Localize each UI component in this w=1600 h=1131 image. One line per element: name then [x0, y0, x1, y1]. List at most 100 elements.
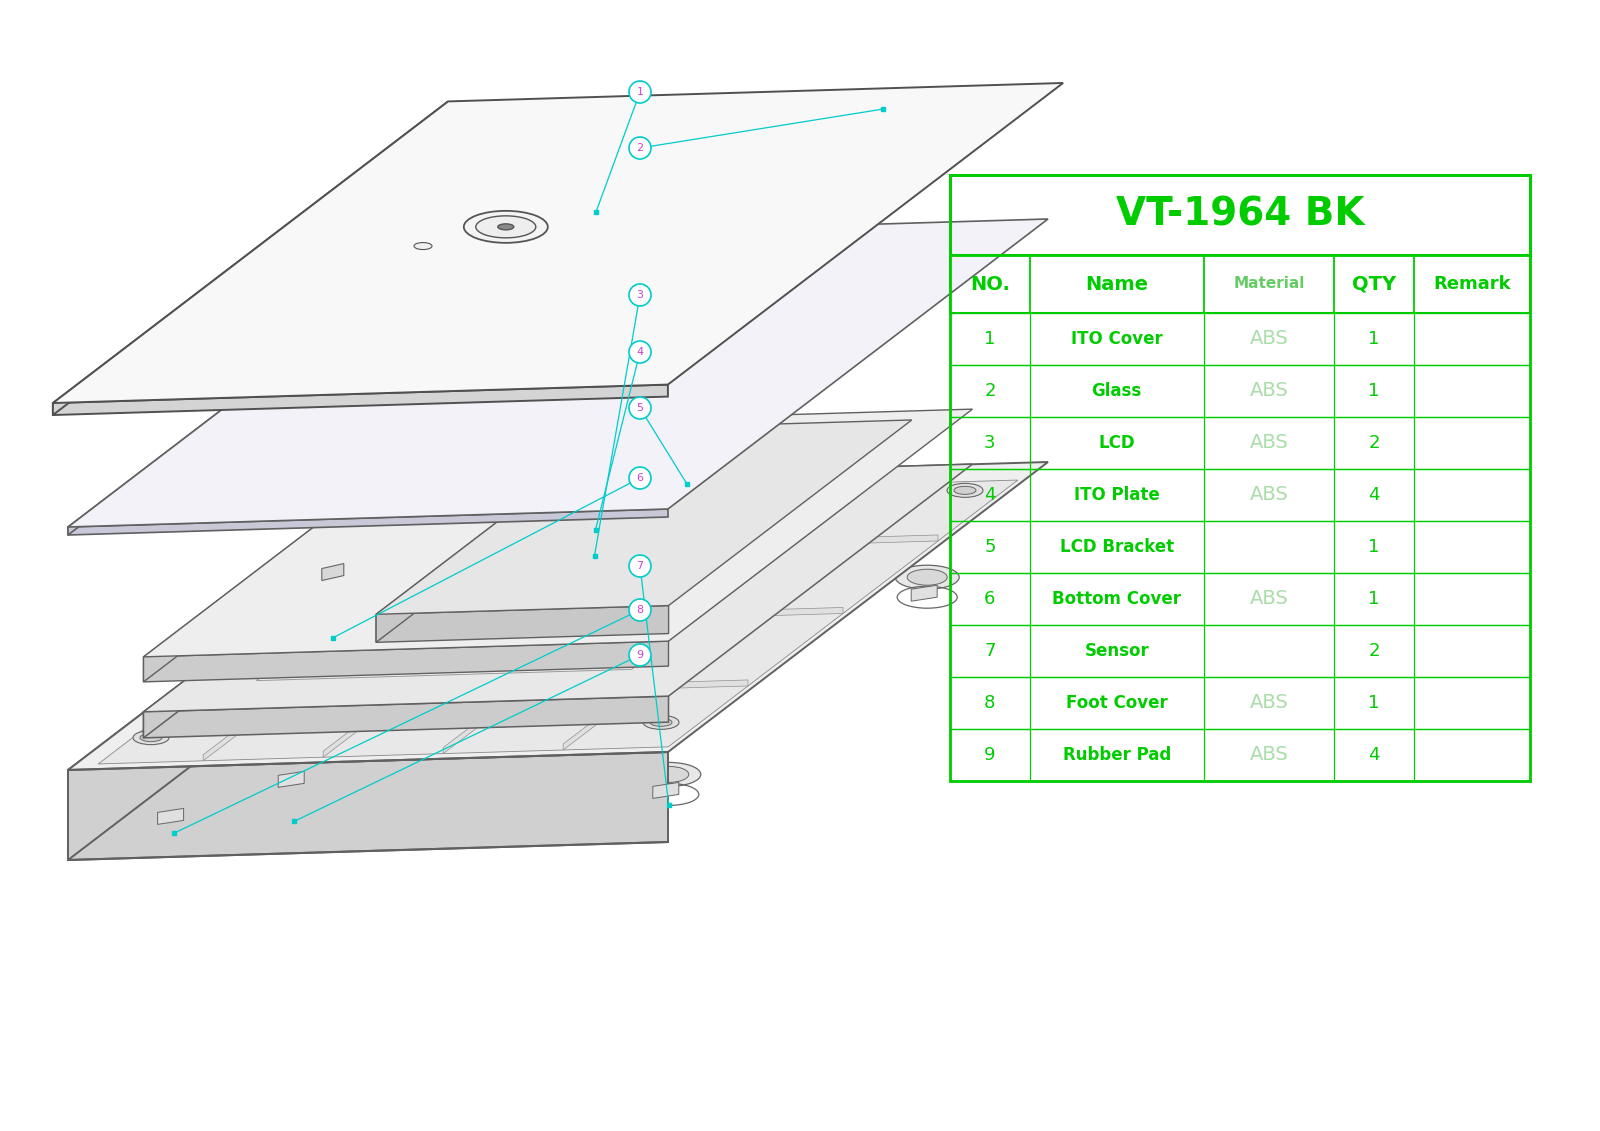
Circle shape [629, 342, 651, 363]
Polygon shape [53, 102, 448, 415]
Polygon shape [256, 490, 859, 674]
Polygon shape [256, 495, 859, 681]
Bar [950, 313, 1530, 365]
Circle shape [629, 397, 651, 418]
Text: 4: 4 [984, 486, 995, 504]
Text: 1: 1 [1368, 382, 1379, 400]
Text: 1: 1 [1368, 538, 1379, 556]
Text: Name: Name [1085, 275, 1149, 294]
Polygon shape [144, 425, 448, 682]
Polygon shape [67, 480, 448, 860]
Polygon shape [53, 83, 1062, 403]
Text: QTY: QTY [1352, 275, 1397, 294]
Ellipse shape [637, 762, 701, 786]
Text: Glass: Glass [1091, 382, 1142, 400]
Bar [950, 573, 1530, 625]
Ellipse shape [274, 756, 314, 771]
Circle shape [629, 81, 651, 103]
Bar [950, 677, 1530, 729]
Text: Sensor: Sensor [1085, 642, 1149, 661]
Polygon shape [323, 484, 672, 757]
Ellipse shape [475, 216, 536, 238]
Polygon shape [67, 509, 669, 535]
Ellipse shape [133, 731, 170, 744]
Circle shape [629, 137, 651, 159]
Text: NO.: NO. [970, 275, 1010, 294]
Text: 6: 6 [984, 590, 995, 608]
Polygon shape [144, 464, 973, 711]
Text: Remark: Remark [1434, 275, 1510, 293]
Polygon shape [98, 480, 1018, 763]
Circle shape [629, 284, 651, 307]
Bar [950, 365, 1530, 417]
Text: ITO Cover: ITO Cover [1070, 330, 1163, 348]
Bar [950, 254, 1530, 313]
Ellipse shape [416, 579, 480, 604]
Text: LCD Bracket: LCD Bracket [1059, 538, 1174, 556]
Ellipse shape [650, 767, 688, 783]
Ellipse shape [954, 486, 976, 494]
Text: 7: 7 [984, 642, 995, 661]
Text: LCD: LCD [1099, 434, 1134, 452]
Text: ABS: ABS [1250, 433, 1288, 452]
Polygon shape [653, 783, 678, 798]
Ellipse shape [141, 734, 162, 742]
Text: 6: 6 [637, 473, 643, 483]
Text: 5: 5 [984, 538, 995, 556]
Ellipse shape [907, 569, 947, 585]
Text: ABS: ABS [1250, 485, 1288, 504]
Text: ABS: ABS [1250, 589, 1288, 608]
Bar [950, 175, 1530, 254]
Ellipse shape [427, 584, 467, 599]
Text: 2: 2 [984, 382, 995, 400]
Polygon shape [278, 771, 304, 787]
Ellipse shape [154, 793, 194, 809]
Text: 3: 3 [984, 434, 995, 452]
Polygon shape [53, 385, 667, 415]
Polygon shape [443, 481, 794, 753]
Polygon shape [67, 238, 448, 535]
Text: 8: 8 [637, 605, 643, 615]
Text: Foot Cover: Foot Cover [1066, 694, 1168, 713]
Text: 2: 2 [1368, 434, 1379, 452]
Polygon shape [67, 461, 1048, 770]
Bar [950, 729, 1530, 782]
Ellipse shape [643, 715, 678, 729]
Circle shape [629, 555, 651, 577]
Text: 1: 1 [637, 87, 643, 97]
Ellipse shape [494, 621, 534, 637]
Text: 1: 1 [1368, 694, 1379, 713]
Ellipse shape [437, 499, 474, 512]
Polygon shape [274, 607, 843, 631]
Ellipse shape [464, 210, 547, 243]
Polygon shape [322, 563, 344, 580]
Text: VT-1964 BK: VT-1964 BK [1115, 196, 1365, 234]
Polygon shape [67, 219, 1048, 527]
Ellipse shape [262, 751, 326, 776]
Text: ABS: ABS [1250, 745, 1288, 765]
Bar [950, 625, 1530, 677]
Text: ABS: ABS [1250, 381, 1288, 400]
Text: Material: Material [1234, 276, 1304, 292]
Polygon shape [144, 696, 669, 737]
Polygon shape [144, 409, 973, 657]
Text: 8: 8 [984, 694, 995, 713]
Text: 2: 2 [637, 143, 643, 153]
Text: 4: 4 [637, 347, 643, 357]
Text: 9: 9 [984, 746, 995, 765]
Polygon shape [368, 535, 938, 558]
Text: ITO Plate: ITO Plate [1074, 486, 1160, 504]
Ellipse shape [141, 788, 205, 812]
Bar [950, 175, 1530, 782]
Ellipse shape [650, 718, 672, 726]
Text: 4: 4 [1368, 486, 1379, 504]
Text: 5: 5 [637, 403, 643, 413]
Text: Rubber Pad: Rubber Pad [1062, 746, 1171, 765]
Text: 1: 1 [984, 330, 995, 348]
Polygon shape [376, 605, 669, 642]
Polygon shape [178, 680, 749, 703]
Ellipse shape [896, 566, 960, 589]
Polygon shape [144, 641, 669, 682]
Text: 1: 1 [1368, 590, 1379, 608]
Ellipse shape [445, 502, 466, 510]
